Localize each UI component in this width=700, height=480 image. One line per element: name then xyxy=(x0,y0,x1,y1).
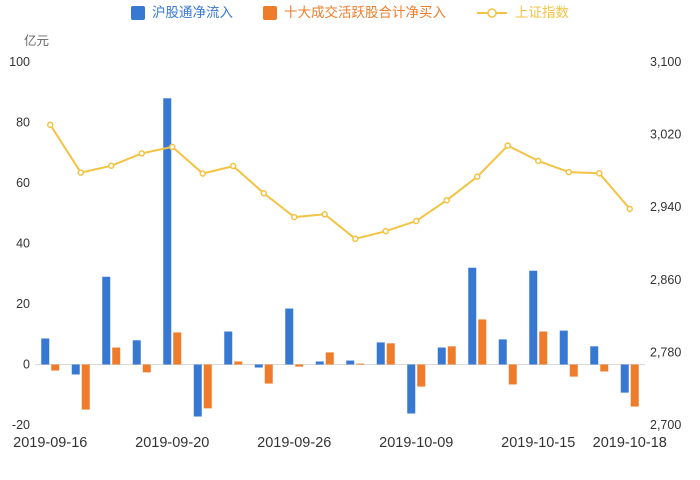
line-marker xyxy=(77,169,84,176)
x-axis-date-label: 2019-10-09 xyxy=(379,435,453,451)
line-marker xyxy=(321,211,328,218)
bar-segment xyxy=(620,364,629,393)
bar-segment xyxy=(590,346,599,365)
line-marker xyxy=(199,170,206,177)
right-axis-tick-label: 2,700 xyxy=(650,418,681,432)
bar-segment xyxy=(447,346,456,365)
bar-segment xyxy=(173,332,182,365)
bar-segment xyxy=(41,338,50,365)
right-axis-tick-label: 2,860 xyxy=(650,273,681,287)
line-marker xyxy=(260,189,267,197)
bar-segment xyxy=(163,98,172,365)
bar-segment xyxy=(468,267,477,365)
line-marker xyxy=(443,196,450,204)
left-axis-tick-label: -20 xyxy=(12,418,30,432)
legend-label: 上证指数 xyxy=(515,5,569,20)
bar-segment xyxy=(437,347,446,365)
bar-segment xyxy=(203,364,212,409)
bar-segment xyxy=(539,331,548,365)
bar-segment xyxy=(234,361,243,365)
line-marker xyxy=(169,143,176,151)
bar-segment xyxy=(498,339,507,365)
line-marker xyxy=(626,205,633,213)
bar-segment xyxy=(71,364,80,375)
left-axis-tick-label: 0 xyxy=(23,358,30,372)
bar-segment xyxy=(81,364,90,410)
bar-segment xyxy=(254,364,263,368)
bar-segment xyxy=(630,364,639,407)
line-marker-swatch-icon xyxy=(477,8,507,18)
line-marker xyxy=(596,170,603,177)
line-marker xyxy=(291,213,298,221)
line-marker xyxy=(138,150,145,157)
bar-segment xyxy=(569,364,578,377)
bar-segment xyxy=(295,364,304,367)
bar-segment xyxy=(112,347,121,365)
bar-segment xyxy=(478,319,487,365)
bar-segment xyxy=(315,361,324,365)
right-axis-tick-label: 2,940 xyxy=(650,200,681,214)
bar-segment xyxy=(325,352,334,365)
index-line xyxy=(49,124,631,240)
bar-segment xyxy=(142,364,151,373)
bar-segment xyxy=(51,364,60,371)
chart-legend: 沪股通净流入 十大成交活跃股合计净买入 上证指数 xyxy=(0,6,700,20)
right-axis-tick-label: 2,780 xyxy=(650,345,681,359)
x-axis-date-label: 2019-09-26 xyxy=(257,435,331,451)
line-marker xyxy=(565,168,572,176)
line-marker xyxy=(504,142,511,149)
line-marker xyxy=(47,121,54,129)
x-axis-date-label: 2019-10-18 xyxy=(593,435,667,451)
line-marker xyxy=(230,162,237,170)
right-axis-tick-label: 3,020 xyxy=(650,128,681,142)
line-marker xyxy=(474,173,481,180)
left-axis-tick-label: 80 xyxy=(16,116,30,130)
x-axis-date-label: 2019-09-20 xyxy=(135,435,209,451)
bar-segment xyxy=(264,364,273,384)
left-axis-tick-label: 20 xyxy=(16,297,30,311)
legend-item-sse-index[interactable]: 上证指数 xyxy=(476,6,569,20)
bar-segment xyxy=(224,331,233,365)
bar-segment xyxy=(508,364,517,385)
line-marker xyxy=(535,157,542,165)
line-marker xyxy=(413,217,420,225)
bar-segment xyxy=(132,340,141,365)
left-axis-tick-label: 100 xyxy=(9,55,30,69)
bar-segment xyxy=(386,343,395,365)
orange-bar-swatch-icon xyxy=(263,6,277,20)
bar-segment xyxy=(407,364,416,414)
legend-item-top10-netbuy[interactable]: 十大成交活跃股合计净买入 xyxy=(263,6,446,20)
legend-label: 十大成交活跃股合计净买入 xyxy=(284,5,446,20)
x-axis-date-label: 2019-09-16 xyxy=(13,435,87,451)
bar-segment xyxy=(356,363,365,365)
bar-segment xyxy=(346,360,355,365)
left-axis-tick-label: 60 xyxy=(16,176,30,190)
blue-bar-swatch-icon xyxy=(131,6,145,20)
bar-segment xyxy=(529,270,538,365)
line-marker xyxy=(108,162,115,170)
bar-segment xyxy=(417,364,426,387)
bar-segment xyxy=(285,308,294,365)
bar-segment xyxy=(102,276,111,365)
left-axis-tick-label: 40 xyxy=(16,237,30,251)
legend-item-northbound-flow[interactable]: 沪股通净流入 xyxy=(131,6,233,20)
legend-label: 沪股通净流入 xyxy=(152,5,233,20)
x-axis-date-label: 2019-10-15 xyxy=(501,435,575,451)
bar-segment xyxy=(193,364,202,417)
bar-segment xyxy=(559,330,568,365)
bar-segment xyxy=(600,364,609,372)
left-axis-unit-label: 亿元 xyxy=(24,34,50,48)
bar-segment xyxy=(376,342,385,365)
line-marker xyxy=(352,235,359,243)
line-marker xyxy=(382,227,389,235)
right-axis-tick-label: 3,100 xyxy=(650,55,681,69)
